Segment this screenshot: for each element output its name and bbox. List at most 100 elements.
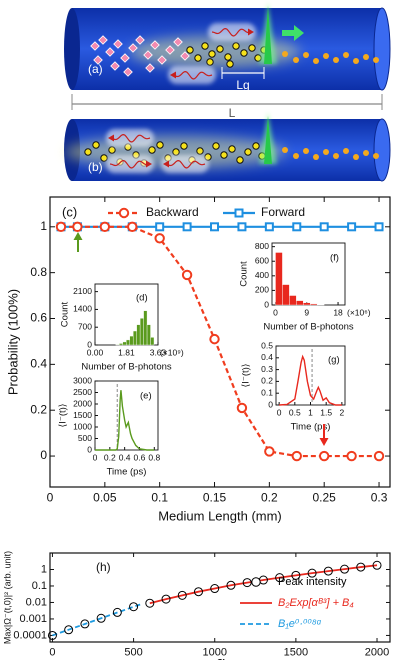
- wave-arrow: [146, 160, 152, 168]
- atom-excited: [244, 148, 252, 156]
- point-marker: [145, 598, 155, 608]
- x-tick-label: 1500: [284, 646, 308, 658]
- atom-inverted: [333, 57, 339, 63]
- atom-ground: [113, 39, 123, 49]
- atom-inverted: [313, 58, 319, 64]
- y-tick-label: 1: [41, 563, 47, 575]
- y-tick-label: 0.5: [261, 340, 273, 350]
- atom-excited: [92, 141, 100, 149]
- atom-excited: [248, 44, 256, 52]
- x-tick-label: 0.1: [151, 491, 168, 505]
- point-marker: [356, 562, 366, 572]
- chart: 0 9 18 0 200 400 600 800 Number of B-photons Coun…: [239, 241, 371, 333]
- chart: 0 0.05 0.1 0.15 0.2 0.25 0.300.20.40.60.81Medi…: [5, 196, 391, 523]
- atom-excited: [232, 42, 240, 50]
- forward-arrow: [282, 25, 304, 41]
- length-label: L: [229, 106, 236, 120]
- x-tick-label: 0: [93, 452, 98, 462]
- atom-excited: [100, 154, 108, 162]
- x-tick-label: 18: [333, 307, 343, 317]
- atom-excited: [216, 45, 224, 53]
- atom-ground: [165, 45, 175, 55]
- legend-label: Peak intensity: [278, 576, 347, 588]
- y-tick-label: 0.4: [261, 352, 273, 362]
- atom-excited: [236, 156, 244, 164]
- point-marker: [99, 221, 111, 233]
- x-tick-label: 0.2: [261, 491, 278, 505]
- y-axis-label: Count: [239, 261, 250, 287]
- atom-excited: [228, 145, 236, 153]
- legend-label: Backward: [146, 205, 199, 219]
- atom-inverted: [282, 147, 288, 153]
- point-marker: [340, 564, 350, 574]
- histogram-bar: [122, 341, 127, 346]
- panel-label: (a): [88, 62, 103, 76]
- atom-inverted: [343, 148, 349, 154]
- panel-label: (e): [140, 391, 152, 402]
- series-line: [149, 564, 378, 605]
- annotation-arrowhead: [73, 232, 83, 240]
- point-marker: [226, 580, 236, 590]
- point-marker: [55, 221, 67, 233]
- atom-ground: [93, 55, 103, 65]
- histogram-bar: [139, 318, 144, 346]
- point-marker: [80, 619, 90, 629]
- photon-wave: [109, 134, 151, 143]
- wave-glow: [106, 155, 154, 173]
- y-tick-label: 600: [255, 255, 269, 265]
- y-tick-label: 2500: [73, 387, 92, 397]
- x-tick-label: 0.8: [148, 452, 160, 462]
- photon-wave: [211, 28, 253, 37]
- atom-excited: [84, 148, 92, 156]
- histogram-bar: [136, 324, 141, 346]
- point-marker: [347, 222, 357, 232]
- point-marker: [373, 450, 385, 462]
- atom-excited: [206, 58, 214, 66]
- panel-label: (f): [330, 253, 339, 264]
- point-marker: [72, 221, 83, 233]
- atom-inverted: [293, 57, 299, 63]
- panel-label: (c): [62, 204, 77, 219]
- x-axis-label: Number of B-photons: [263, 322, 354, 333]
- y-tick-label: 0.2: [261, 376, 273, 386]
- wave-arrow: [170, 71, 176, 79]
- y-tick-label: 0.6: [30, 311, 47, 325]
- y-tick-label: 0: [264, 299, 269, 309]
- atom-excited: [194, 54, 202, 62]
- point-marker: [210, 222, 220, 232]
- atom-excited: [201, 42, 209, 50]
- photon-wave: [171, 71, 213, 80]
- histogram-bar: [282, 284, 290, 306]
- x-axis-label: Time (ps): [107, 467, 147, 478]
- series-line: [279, 354, 342, 406]
- x-tick-label: 0: [47, 491, 54, 505]
- wave-glow: [106, 129, 154, 147]
- point-marker: [323, 566, 333, 576]
- x-tick-label: 0.25: [313, 491, 337, 505]
- atom-inverted: [293, 153, 299, 159]
- atom-ground: [180, 51, 190, 61]
- atom-inverted: [353, 154, 359, 160]
- wave-glow: [161, 155, 209, 173]
- histogram-bar: [150, 337, 155, 346]
- x-axis-label: Time (ps): [291, 422, 331, 433]
- histogram-bar: [303, 302, 311, 306]
- atom-ground: [98, 35, 108, 45]
- x-tick-label: 0.5: [289, 407, 301, 417]
- y-tick-label: 2100: [73, 286, 92, 296]
- x-tick-label: 9: [304, 307, 309, 317]
- point-marker: [242, 578, 252, 588]
- atom-ground: [150, 40, 160, 50]
- legend-label: Forward: [261, 205, 305, 219]
- point-marker: [372, 560, 382, 570]
- y-tick-label: 2000: [73, 398, 92, 408]
- point-marker: [237, 222, 247, 232]
- x-tick-label: 3.63: [150, 347, 167, 357]
- x-axis-label: α: [216, 654, 225, 660]
- y-tick-label: 1400: [73, 304, 92, 314]
- atom-excited: [226, 60, 234, 68]
- panel-label: (b): [88, 160, 103, 174]
- atom-excited: [240, 49, 248, 57]
